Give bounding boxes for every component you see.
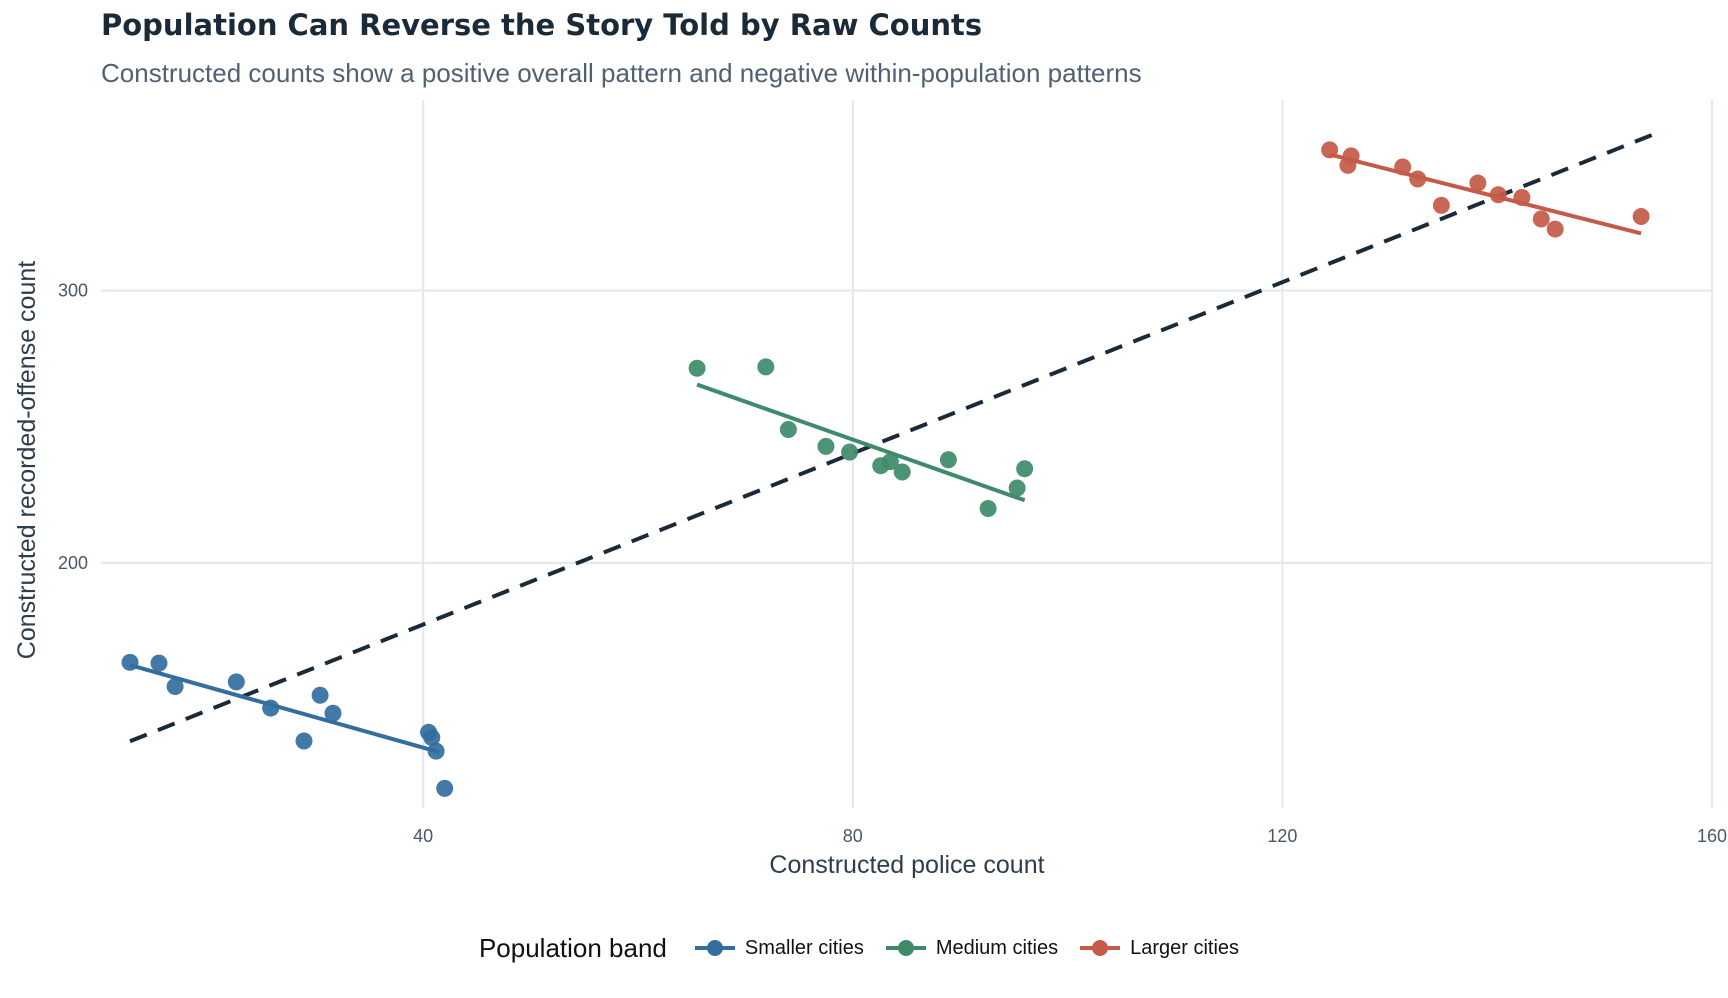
x-tick-label-160: 160 — [1697, 826, 1727, 846]
legend-key-larger-cities — [1080, 940, 1121, 956]
point-larger-cities-5 — [1409, 170, 1427, 188]
point-medium-cities-4 — [817, 437, 835, 455]
legend-item-medium-cities: Medium cities — [884, 936, 1058, 960]
point-larger-cities-7 — [1469, 174, 1487, 192]
axis-ticks: 40 80 120 160 200 300 — [58, 281, 1727, 846]
point-larger-cities-3 — [1342, 147, 1360, 165]
point-medium-cities-7 — [881, 453, 899, 471]
legend-label-larger-cities: Larger cities — [1130, 936, 1240, 959]
point-smaller-cities-7 — [311, 686, 329, 704]
point-larger-cities-8 — [1489, 186, 1507, 204]
point-smaller-cities-5 — [262, 699, 280, 717]
group-trends — [129, 152, 1642, 755]
point-larger-cities-11 — [1546, 220, 1564, 238]
legend-key-medium-cities — [885, 940, 926, 956]
point-larger-cities-1 — [1321, 141, 1339, 159]
point-larger-cities-12 — [1632, 208, 1650, 226]
scatter-plot: 40 80 120 160 200 300 Constructed police coun… — [13, 100, 1727, 879]
x-axis-label: Constructed police count — [769, 851, 1044, 879]
y-tick-label-300: 300 — [58, 281, 88, 301]
overall-trend-line — [129, 132, 1654, 744]
legend-title: Population band — [478, 932, 667, 963]
point-smaller-cities-6 — [295, 732, 313, 750]
point-smaller-cities-10 — [423, 728, 441, 746]
point-smaller-cities-1 — [121, 653, 139, 671]
point-smaller-cities-8 — [324, 704, 342, 722]
point-medium-cities-5 — [841, 443, 859, 461]
gridlines — [101, 100, 1713, 808]
point-smaller-cities-12 — [436, 779, 454, 797]
point-medium-cities-12 — [1016, 460, 1034, 478]
point-larger-cities-9 — [1513, 188, 1531, 206]
chart-subtitle: Constructed counts show a positive overa… — [101, 58, 1142, 88]
legend-label-smaller-cities: Smaller cities — [744, 936, 864, 959]
point-medium-cities-9 — [939, 451, 957, 469]
trend-line-smaller-cities — [129, 663, 440, 755]
point-smaller-cities-4 — [227, 673, 245, 691]
x-tick-label-120: 120 — [1267, 826, 1297, 846]
point-larger-cities-10 — [1532, 210, 1550, 228]
x-tick-label-80: 80 — [843, 826, 863, 846]
trend-line-larger-cities — [1329, 152, 1642, 236]
x-tick-label-40: 40 — [413, 826, 433, 846]
y-tick-label-200: 200 — [58, 553, 88, 573]
point-medium-cities-11 — [1008, 479, 1026, 497]
legend: Population band Smaller cities Medium ci… — [0, 920, 1728, 976]
point-medium-cities-2 — [757, 358, 775, 376]
point-smaller-cities-3 — [166, 678, 184, 696]
point-larger-cities-6 — [1432, 196, 1450, 214]
legend-label-medium-cities: Medium cities — [935, 936, 1059, 959]
overall-trend — [129, 132, 1654, 744]
point-medium-cities-8 — [893, 463, 911, 481]
point-larger-cities-4 — [1394, 158, 1412, 176]
trend-line-medium-cities — [696, 382, 1026, 503]
legend-item-smaller-cities: Smaller cities — [693, 936, 864, 960]
point-smaller-cities-2 — [150, 654, 168, 672]
point-medium-cities-10 — [979, 499, 997, 517]
point-medium-cities-3 — [779, 420, 797, 438]
data-points — [121, 141, 1650, 797]
y-axis-label: Constructed recorded-offense count — [13, 261, 41, 659]
legend-item-larger-cities: Larger cities — [1078, 936, 1239, 960]
legend-key-smaller-cities — [694, 940, 735, 956]
chart-title: Population Can Reverse the Story Told by… — [101, 8, 983, 42]
point-smaller-cities-11 — [427, 742, 445, 760]
point-medium-cities-1 — [688, 359, 706, 377]
